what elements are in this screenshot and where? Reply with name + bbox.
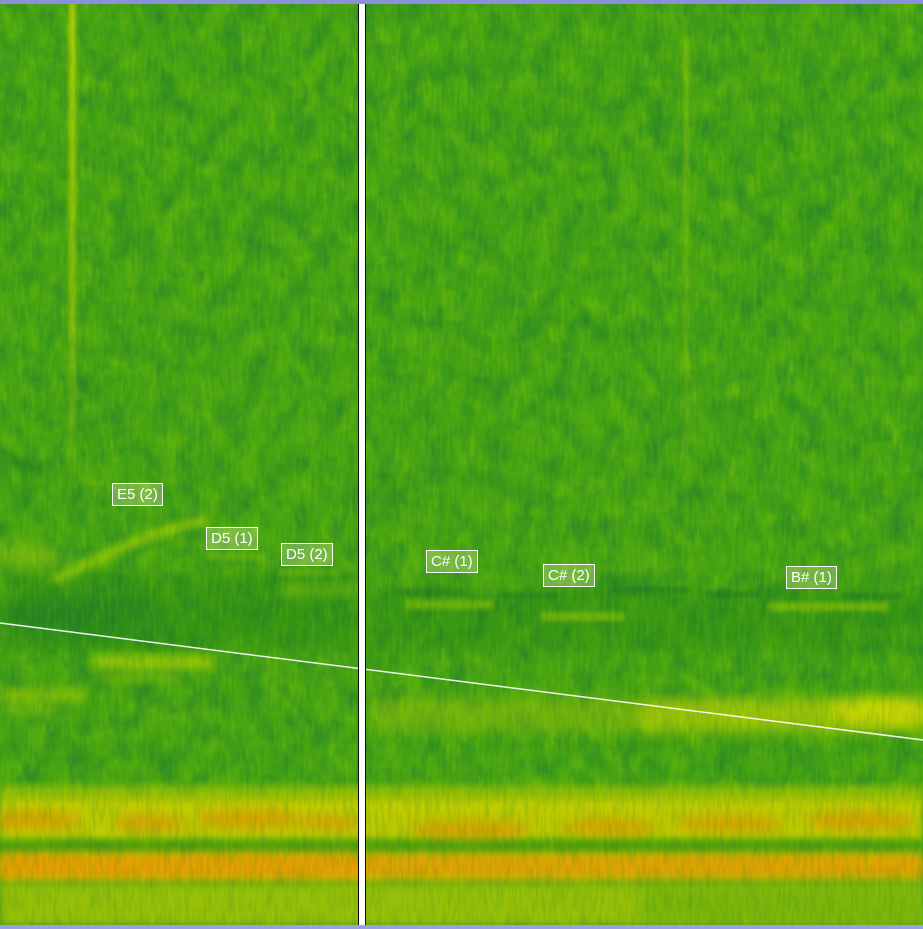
playhead-divider[interactable] (358, 4, 366, 925)
window-bottom-edge (0, 925, 923, 929)
note-label-d5-2[interactable]: D5 (2) (281, 543, 333, 566)
note-label-c-2[interactable]: C# (2) (543, 564, 595, 587)
note-label-c-1[interactable]: C# (1) (426, 550, 478, 573)
note-label-b-1[interactable]: B# (1) (786, 566, 837, 589)
note-label-d5-1[interactable]: D5 (1) (206, 527, 258, 550)
note-label-e5-2[interactable]: E5 (2) (112, 483, 163, 506)
guide-line (0, 622, 923, 741)
window-top-edge (0, 0, 923, 4)
